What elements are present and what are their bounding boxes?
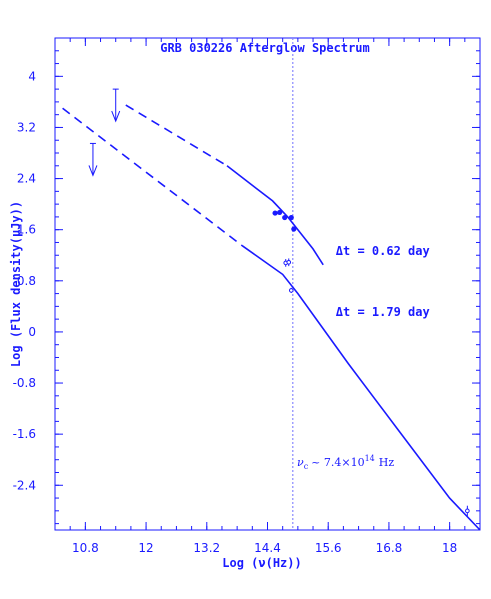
axis-ticks: [54, 37, 481, 530]
cooling-break-annotation: νc ~ 7.4×1014 Hz: [297, 454, 394, 471]
y-tick-label: 4: [28, 69, 36, 83]
y-axis-label: Log (Flux density(μJy)): [9, 201, 23, 367]
data-point: [291, 226, 297, 232]
y-tick-label: 0.8: [17, 274, 36, 288]
series-2-solid-line: [241, 245, 481, 531]
x-tick-label: 15.6: [315, 541, 342, 555]
x-tick-label: 16.8: [376, 541, 403, 555]
x-tick-labels: 10.8 12 13.2 14.4 15.6 16.8 18: [72, 541, 457, 555]
x-tick-label: 12: [138, 541, 153, 555]
cooling-break-exp: 14: [365, 454, 375, 463]
series-1-solid-line: [226, 165, 324, 266]
upper-limit-arrow-head: [111, 110, 121, 123]
data-point: [272, 210, 278, 216]
x-axis-label: Log (ν(Hz)): [222, 556, 301, 570]
series-2-label: Δt = 1.79 day: [336, 305, 430, 319]
upper-limit-arrow-head: [88, 165, 98, 177]
y-tick-label: 3.2: [17, 120, 36, 134]
cooling-break-nu: ν: [297, 456, 304, 469]
series-layer: Δt = 0.62 day Δt = 1.79 day: [62, 88, 481, 531]
series-1-label: Δt = 0.62 day: [336, 244, 430, 258]
plot-frame: [54, 37, 481, 531]
x-tick-label: 13.2: [193, 541, 220, 555]
series-1-dashed-line: [125, 104, 228, 167]
y-tick-label: 0: [28, 325, 36, 339]
x-tick-label: 14.4: [254, 541, 281, 555]
y-tick-label: -2.4: [13, 478, 36, 492]
cooling-break-unit: Hz: [379, 456, 395, 469]
y-tick-label: -1.6: [13, 427, 36, 441]
series-2-dashed-line: [62, 107, 243, 247]
x-tick-label: 18: [442, 541, 457, 555]
y-tick-label: -0.8: [13, 376, 36, 390]
x-tick-label: 10.8: [72, 541, 99, 555]
data-point: [465, 508, 470, 514]
cooling-break-rest: ~ 7.4×10: [311, 456, 364, 469]
data-point: [277, 209, 283, 216]
data-point: [288, 214, 294, 221]
data-point: [286, 259, 292, 265]
data-point: [282, 214, 288, 221]
y-tick-label: 2.4: [17, 172, 36, 186]
data-point: [288, 288, 294, 293]
y-tick-labels: 4 3.2 2.4 1.6 0.8 0 -0.8 -1.6 -2.4: [13, 69, 36, 492]
cooling-break-sub: c: [304, 462, 309, 471]
chart-title: GRB 030226 Afterglow Spectrum: [160, 41, 370, 55]
y-tick-label: 1.6: [17, 223, 36, 237]
